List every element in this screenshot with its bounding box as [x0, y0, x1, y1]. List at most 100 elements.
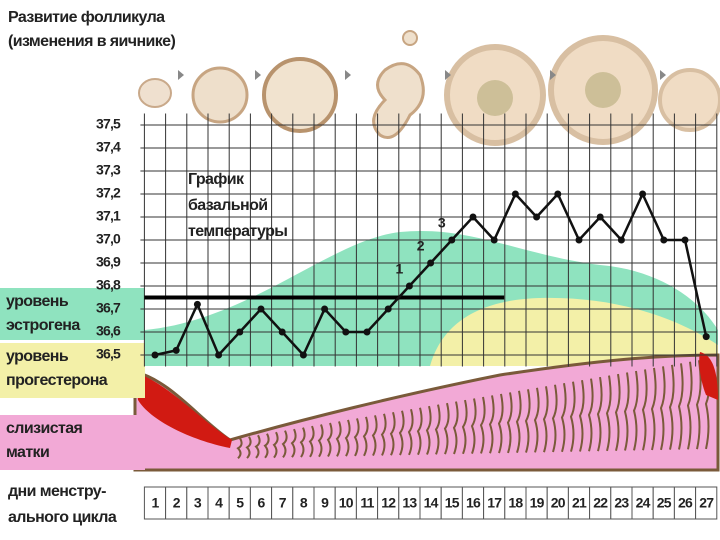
gland	[344, 419, 351, 457]
gland	[443, 402, 450, 455]
band-label: уровень	[6, 293, 69, 310]
point	[448, 236, 456, 244]
point	[278, 328, 286, 336]
gland	[668, 364, 675, 450]
point	[257, 305, 265, 313]
gland	[371, 415, 378, 457]
follicle	[402, 30, 418, 46]
gland	[317, 424, 324, 458]
follicle	[372, 62, 425, 139]
gland	[281, 430, 288, 458]
point	[575, 236, 583, 244]
y-tick-label: 36,9	[96, 254, 121, 270]
gland	[389, 412, 396, 456]
band-label: прогестерона	[6, 372, 108, 389]
gland	[236, 437, 243, 460]
gland	[578, 379, 585, 452]
x-tick-label: 4	[215, 495, 223, 511]
point	[321, 305, 329, 313]
gland	[245, 436, 252, 459]
point	[617, 236, 625, 244]
x-axis-label: дни менстру-	[8, 483, 106, 500]
follicle	[658, 68, 720, 132]
gland	[470, 398, 477, 454]
x-tick-label: 14	[424, 495, 439, 511]
bleeding	[699, 352, 718, 400]
y-tick-label: 37,0	[96, 231, 121, 247]
gland	[677, 363, 684, 450]
x-tick-label: 19	[530, 495, 545, 511]
gland	[407, 408, 414, 456]
point	[193, 300, 201, 308]
gland	[263, 433, 270, 459]
y-tick-label: 37,3	[96, 162, 121, 178]
gland	[479, 396, 486, 454]
gland	[326, 422, 333, 458]
point	[427, 259, 435, 267]
gland	[362, 416, 369, 457]
x-tick-label: 27	[699, 495, 714, 511]
band-label: слизистая	[6, 420, 83, 437]
x-tick-label: 13	[402, 495, 417, 511]
gland	[569, 381, 576, 452]
follicle	[262, 57, 338, 133]
x-axis-label: ального цикла	[8, 509, 117, 526]
follicle	[477, 80, 513, 116]
x-tick-label: 12	[381, 495, 396, 511]
band-label-box	[0, 343, 145, 398]
y-tick-label: 37,4	[96, 139, 121, 155]
x-tick-label: 6	[258, 495, 266, 511]
x-tick-label: 18	[508, 495, 523, 511]
chart-label: График	[188, 171, 245, 188]
gland	[434, 404, 441, 455]
gland	[686, 361, 693, 450]
x-tick-label: 7	[279, 495, 287, 511]
x-tick-label: 15	[445, 495, 460, 511]
mucosa-layer	[133, 353, 720, 472]
gland	[272, 431, 279, 459]
gland	[497, 393, 504, 454]
y-tick-label: 36,7	[96, 300, 121, 316]
point	[469, 213, 477, 221]
gland	[659, 366, 666, 451]
follicle	[585, 72, 621, 108]
y-tick-label: 37,1	[96, 208, 121, 224]
point	[363, 328, 371, 336]
gland	[461, 399, 468, 455]
gland	[488, 395, 495, 454]
point	[172, 346, 180, 354]
y-tick-label: 37,5	[96, 116, 121, 132]
x-tick-label: 10	[339, 495, 354, 511]
follicle	[138, 78, 172, 108]
y-tick-label: 37,2	[96, 185, 121, 201]
gland	[308, 425, 315, 458]
band-label: эстрогена	[6, 317, 80, 334]
y-tick-label: 36,6	[96, 323, 121, 339]
annotation: 1	[396, 261, 404, 277]
x-tick-label: 17	[487, 495, 502, 511]
point	[151, 351, 159, 359]
gland	[254, 434, 261, 459]
x-tick-label: 24	[636, 495, 651, 511]
gland	[416, 407, 423, 456]
gland	[335, 421, 342, 457]
gland	[533, 387, 540, 453]
point	[215, 351, 223, 359]
point	[342, 328, 350, 336]
point	[596, 213, 604, 221]
gland	[398, 410, 405, 456]
gland	[353, 418, 360, 457]
point	[299, 351, 307, 359]
point	[490, 236, 498, 244]
gland	[560, 383, 567, 453]
gland	[587, 378, 594, 452]
point	[533, 213, 541, 221]
x-tick-label: 3	[194, 495, 202, 511]
x-tick-label: 21	[572, 495, 587, 511]
point	[384, 305, 392, 313]
point	[660, 236, 668, 244]
x-tick-label: 8	[300, 495, 308, 511]
gland	[596, 376, 603, 452]
band-label: уровень	[6, 348, 69, 365]
